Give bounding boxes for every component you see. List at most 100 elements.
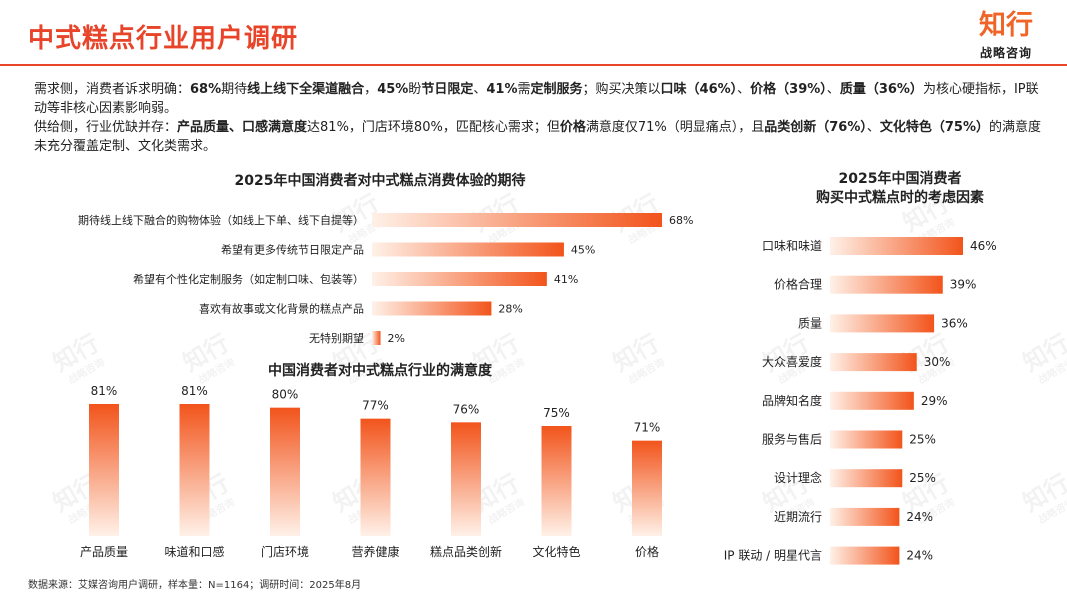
summary-segment: 、 — [866, 120, 880, 135]
bar — [830, 237, 963, 255]
category-label: 品牌知名度 — [762, 393, 822, 408]
category-label: 大众喜爱度 — [762, 354, 822, 369]
category-label: 无特别期望 — [309, 331, 364, 345]
expectations-chart-title: 2025年中国消费者对中式糕点消费体验的期待 — [234, 173, 526, 189]
category-label: 服务与售后 — [762, 432, 822, 447]
value-label: 77% — [362, 399, 389, 413]
bar — [830, 507, 900, 526]
summary-segment: 45% — [377, 82, 409, 97]
value-label: 30% — [924, 355, 951, 369]
summary-segment: 41% — [486, 82, 518, 97]
bar — [360, 418, 391, 536]
summary-segment: ， — [364, 82, 378, 97]
category-label: 希望有更多传统节日限定产品 — [221, 243, 364, 257]
value-label: 80% — [272, 388, 299, 402]
category-label: 设计理念 — [774, 470, 822, 485]
value-label: 2% — [388, 332, 405, 345]
bar — [830, 430, 903, 449]
category-label: 产品质量 — [80, 545, 128, 559]
value-label: 25% — [909, 433, 936, 447]
summary-segment: 68% — [190, 82, 222, 97]
satisfaction-chart-title: 中国消费者对中式糕点行业的满意度 — [268, 363, 492, 379]
value-label: 71% — [634, 421, 661, 435]
summary-segment: 定制服务 — [530, 82, 583, 97]
summary-segment: 满意度仅71%（明显痛点），且 — [585, 120, 765, 135]
summary-segment: 为核心硬指标，IP联动等非核心因素影响弱。 — [34, 82, 1039, 116]
bar — [270, 407, 300, 536]
factors-chart: 口味和味道 46% 价格合理 39% 质量 36% 大众喜爱度 30% 品牌知名度 29% 服务与售… — [724, 237, 997, 565]
bar — [179, 404, 210, 536]
expectations-chart: 期待线上线下融合的购物体验（如线上下单、线下自提等） 68% 希望有更多传统节日限定… — [78, 213, 693, 345]
value-label: 45% — [571, 244, 595, 257]
bar — [541, 426, 572, 536]
demand-paragraph: 需求侧，消费者诉求明确：68%期待线上线下全渠道融合，45%盼节日限定、41%需… — [34, 80, 1044, 118]
bar — [830, 546, 900, 565]
data-source-note: 数据来源：艾媒咨询用户调研，样本量：N=1164；调研时间：2025年8月 — [28, 580, 362, 591]
category-label: 希望有个性化定制服务（如定制口味、包装等） — [133, 272, 364, 286]
summary-segment: 供给侧，行业优缺并存： — [34, 120, 178, 135]
value-label: 41% — [554, 273, 578, 286]
category-label: 近期流行 — [774, 510, 822, 524]
category-label: 价格合理 — [774, 277, 822, 292]
value-label: 39% — [950, 278, 977, 292]
value-label: 36% — [941, 316, 968, 330]
value-label: 81% — [91, 384, 118, 398]
category-label: 喜欢有故事或文化背景的糕点产品 — [199, 302, 364, 316]
summary-segment: ；购买决策以 — [582, 82, 661, 97]
bar — [372, 301, 492, 316]
bar — [372, 331, 381, 345]
category-label: 门店环境 — [261, 544, 309, 559]
category-label: 营养健康 — [351, 544, 399, 559]
summary-segment: 产品质量、口感满意度 — [177, 120, 308, 135]
summary-text: 需求侧，消费者诉求明确：68%期待线上线下全渠道融合，45%盼节日限定、41%需… — [34, 80, 1044, 156]
bar — [632, 440, 662, 536]
summary-segment: 需求侧，消费者诉求明确： — [34, 82, 191, 97]
category-label: 质量 — [798, 316, 822, 330]
bar — [830, 469, 903, 488]
bar — [89, 404, 119, 536]
logo-main-text: 知行 — [979, 10, 1033, 41]
summary-segment: 达81%，门店环境80%，匹配核心需求；但 — [307, 120, 560, 135]
bar — [451, 422, 481, 536]
summary-segment: 口味（46%） — [660, 82, 738, 97]
summary-segment: 、 — [473, 82, 487, 97]
category-label: 味道和口感 — [164, 544, 224, 559]
logo-sub-text: 战略咨询 — [979, 46, 1032, 60]
summary-segment: 文化特色（75%） — [879, 120, 990, 135]
factors-title-line1: 2025年中国消费者 — [838, 171, 962, 187]
category-label: 价格 — [635, 544, 659, 559]
summary-segment: 期待 — [221, 82, 248, 97]
category-label: 糕点品类创新 — [430, 544, 502, 559]
bar — [372, 213, 662, 227]
summary-segment: 需 — [517, 82, 531, 97]
value-label: 76% — [453, 402, 480, 416]
value-label: 81% — [181, 384, 208, 398]
value-label: 24% — [906, 549, 933, 563]
page-title: 中式糕点行业用户调研 — [28, 24, 299, 54]
value-label: 25% — [909, 471, 936, 485]
value-label: 28% — [498, 303, 522, 316]
bar — [830, 314, 935, 333]
summary-segment: 线上线下全渠道融合 — [247, 82, 365, 97]
summary-segment: 的满意度未充分覆盖定制、文化类需求。 — [34, 120, 1042, 154]
summary-segment: 盼 — [408, 82, 422, 97]
bar — [830, 353, 917, 372]
summary-segment: 价格（39%） — [750, 82, 827, 97]
bar — [830, 391, 914, 410]
summary-segment: 、 — [737, 82, 751, 97]
value-label: 24% — [906, 510, 933, 524]
category-label: IP 联动 / 明星代言 — [724, 549, 822, 563]
factors-title-line2: 购买中式糕点时的考虑因素 — [816, 190, 984, 206]
satisfaction-chart: 81% 产品质量 81% 味道和口感 80% 门店环境 77% 营养健康 76% 糕点品类创新 75… — [80, 384, 662, 559]
summary-segment: 、 — [826, 82, 840, 97]
bar — [372, 242, 564, 257]
category-label: 文化特色 — [532, 544, 580, 559]
category-label: 口味和味道 — [762, 239, 822, 253]
summary-segment: 节日限定 — [421, 82, 474, 97]
bar — [830, 275, 943, 294]
summary-segment: 品类创新（76%） — [764, 120, 867, 135]
category-label: 期待线上线下融合的购物体验（如线上下单、线下自提等） — [78, 213, 364, 227]
summary-segment: 价格 — [559, 120, 586, 135]
brand-logo: 知行 战略咨询 — [971, 10, 1041, 61]
bar — [372, 272, 547, 286]
